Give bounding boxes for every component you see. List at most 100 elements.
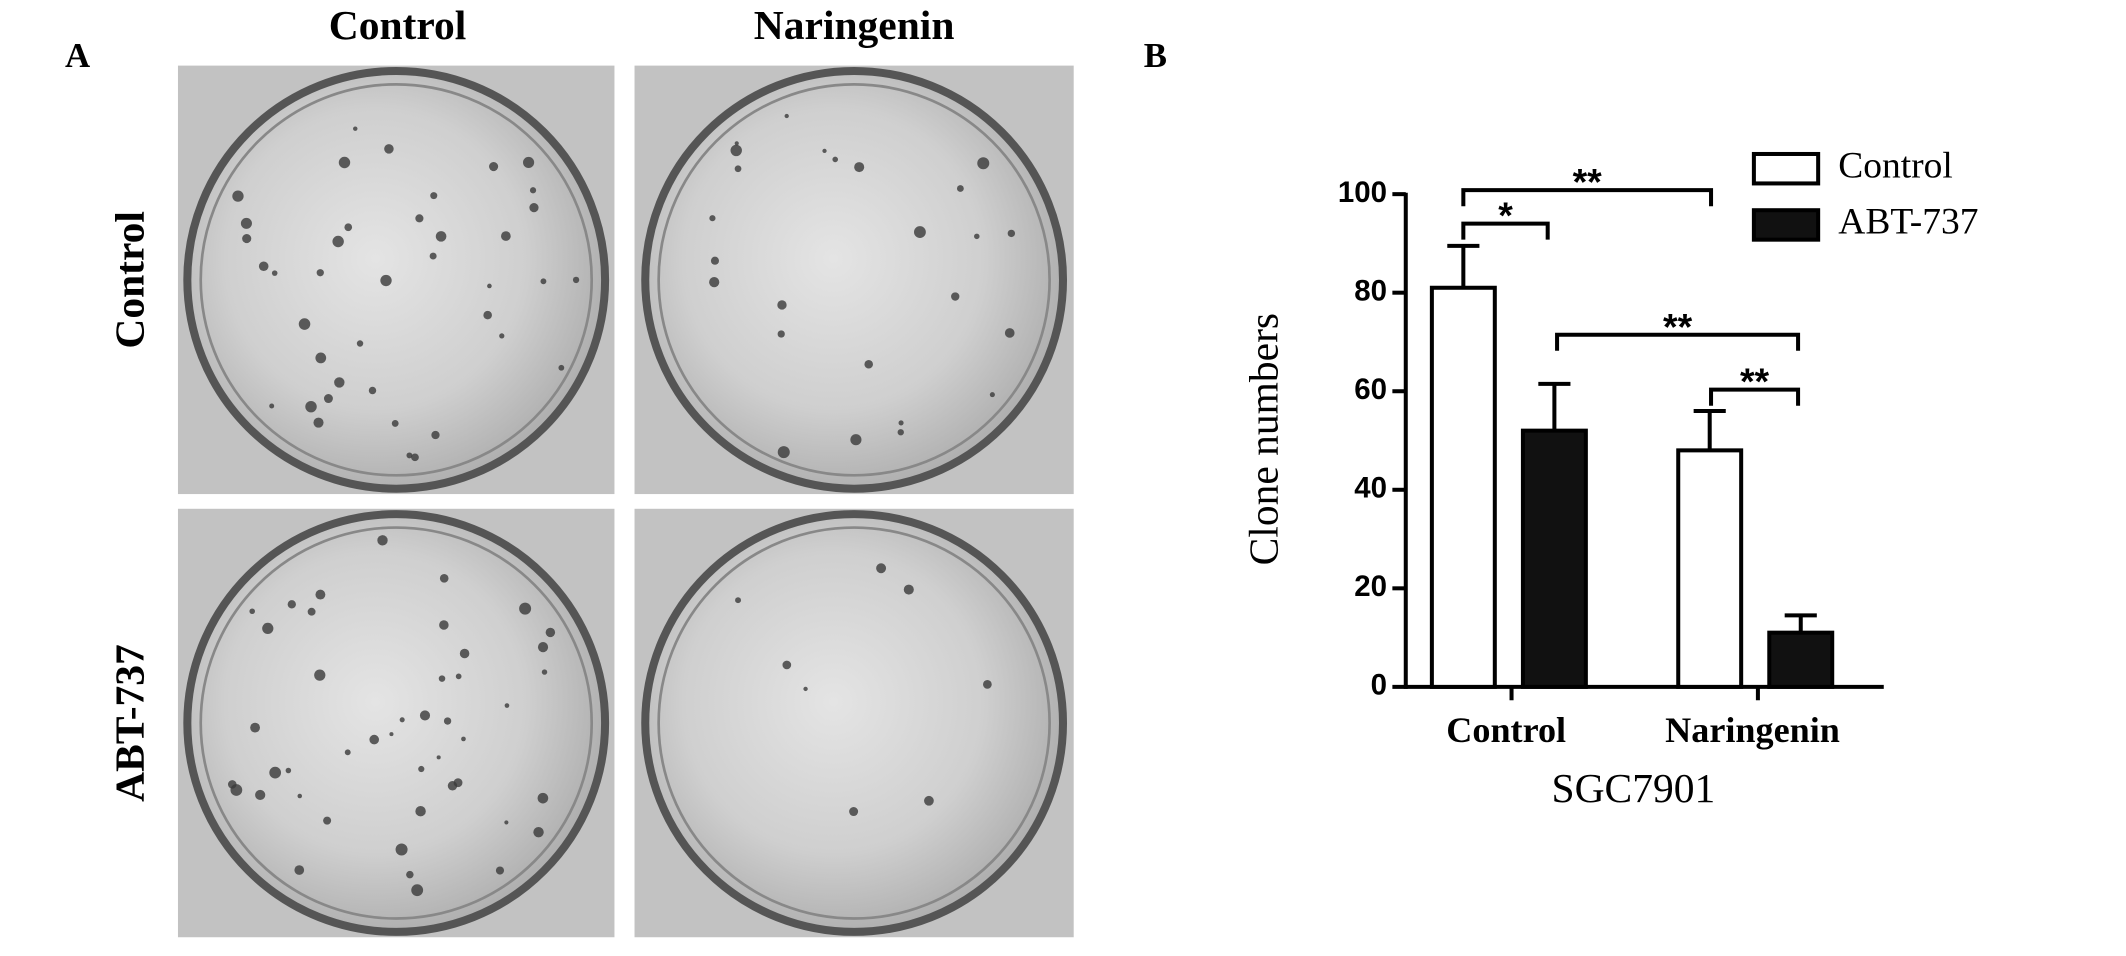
colony	[983, 679, 992, 689]
bar	[1676, 448, 1744, 689]
colony	[227, 780, 237, 789]
significance-bracket	[1461, 221, 1550, 240]
colony	[384, 144, 394, 154]
colony	[332, 235, 344, 248]
colony	[951, 292, 960, 301]
bar	[1429, 285, 1497, 689]
y-tick-label: 80	[1354, 274, 1387, 307]
colony	[399, 717, 405, 723]
colony	[411, 884, 424, 897]
colony	[777, 330, 785, 338]
y-tick-label: 20	[1354, 570, 1387, 603]
colony	[429, 252, 437, 260]
y-tick-label: 60	[1354, 373, 1387, 406]
colony	[822, 148, 827, 154]
colony	[285, 767, 292, 774]
colony	[504, 703, 510, 708]
colony	[540, 278, 547, 285]
bar	[1520, 428, 1588, 689]
colony	[533, 826, 544, 838]
colony	[977, 157, 990, 170]
legend-label: ABT-737	[1838, 202, 1978, 243]
colony	[430, 192, 438, 200]
legend-label: Control	[1838, 145, 1953, 186]
colony	[487, 283, 492, 289]
colony	[307, 607, 316, 616]
colony	[849, 807, 859, 817]
y-tick-label: 40	[1354, 472, 1387, 505]
colony	[453, 778, 463, 788]
colony	[240, 217, 252, 229]
significance-label: **	[1663, 305, 1693, 347]
colony	[406, 870, 414, 879]
colony	[832, 156, 839, 163]
colony	[876, 563, 887, 574]
colony	[369, 734, 380, 745]
colony	[558, 364, 565, 371]
colony	[356, 340, 364, 347]
colony	[777, 446, 790, 459]
colony	[255, 789, 266, 801]
colony	[439, 573, 449, 583]
colony	[504, 820, 509, 825]
colony	[344, 223, 353, 232]
colony	[1004, 328, 1015, 338]
colony	[541, 669, 548, 675]
column-label: Naringenin	[754, 2, 955, 48]
colony	[316, 269, 324, 277]
colony	[784, 113, 789, 119]
legend-swatch	[1751, 151, 1821, 186]
colony	[323, 816, 332, 825]
row-label: ABT-737	[106, 644, 152, 802]
colony	[250, 722, 260, 733]
significance-bracket	[1461, 188, 1714, 207]
y-tick-label: 0	[1371, 669, 1387, 702]
colony	[974, 233, 980, 240]
colony	[709, 215, 716, 222]
colony	[344, 749, 351, 756]
colony	[461, 736, 466, 742]
colony	[411, 453, 419, 462]
colony	[730, 144, 742, 157]
colony	[710, 256, 720, 265]
colony	[519, 602, 532, 615]
colony	[777, 300, 787, 310]
colony	[483, 310, 492, 320]
colony	[297, 793, 303, 799]
colony	[735, 597, 742, 604]
colony	[537, 792, 549, 804]
colony	[537, 642, 549, 653]
x-tick-label: Control	[1446, 710, 1566, 750]
colony	[459, 648, 470, 659]
colony	[389, 732, 394, 737]
y-axis-label: Clone numbers	[1240, 313, 1286, 565]
colony	[903, 584, 914, 595]
colony	[495, 866, 505, 875]
colony	[315, 352, 327, 364]
colony	[258, 261, 269, 272]
colony	[529, 187, 537, 194]
y-tick-label: 100	[1338, 176, 1387, 209]
colony	[436, 755, 441, 760]
colony	[415, 805, 426, 817]
colony	[418, 765, 425, 773]
colony	[489, 161, 499, 172]
panel-label: A	[65, 36, 90, 75]
colony	[269, 766, 282, 779]
colony	[854, 162, 865, 173]
x-axis-label: SGC7901	[1552, 765, 1716, 811]
colony	[315, 589, 326, 600]
bar	[1767, 630, 1835, 689]
significance-label: *	[1498, 194, 1513, 236]
colony	[1007, 229, 1016, 238]
colony	[803, 686, 808, 692]
colony	[419, 710, 431, 721]
colony	[391, 420, 399, 427]
colony	[864, 359, 873, 369]
colony	[545, 627, 556, 638]
colony	[380, 274, 392, 287]
dish-rim	[657, 526, 1051, 920]
colony	[782, 660, 792, 670]
dish-rim	[657, 83, 1051, 477]
